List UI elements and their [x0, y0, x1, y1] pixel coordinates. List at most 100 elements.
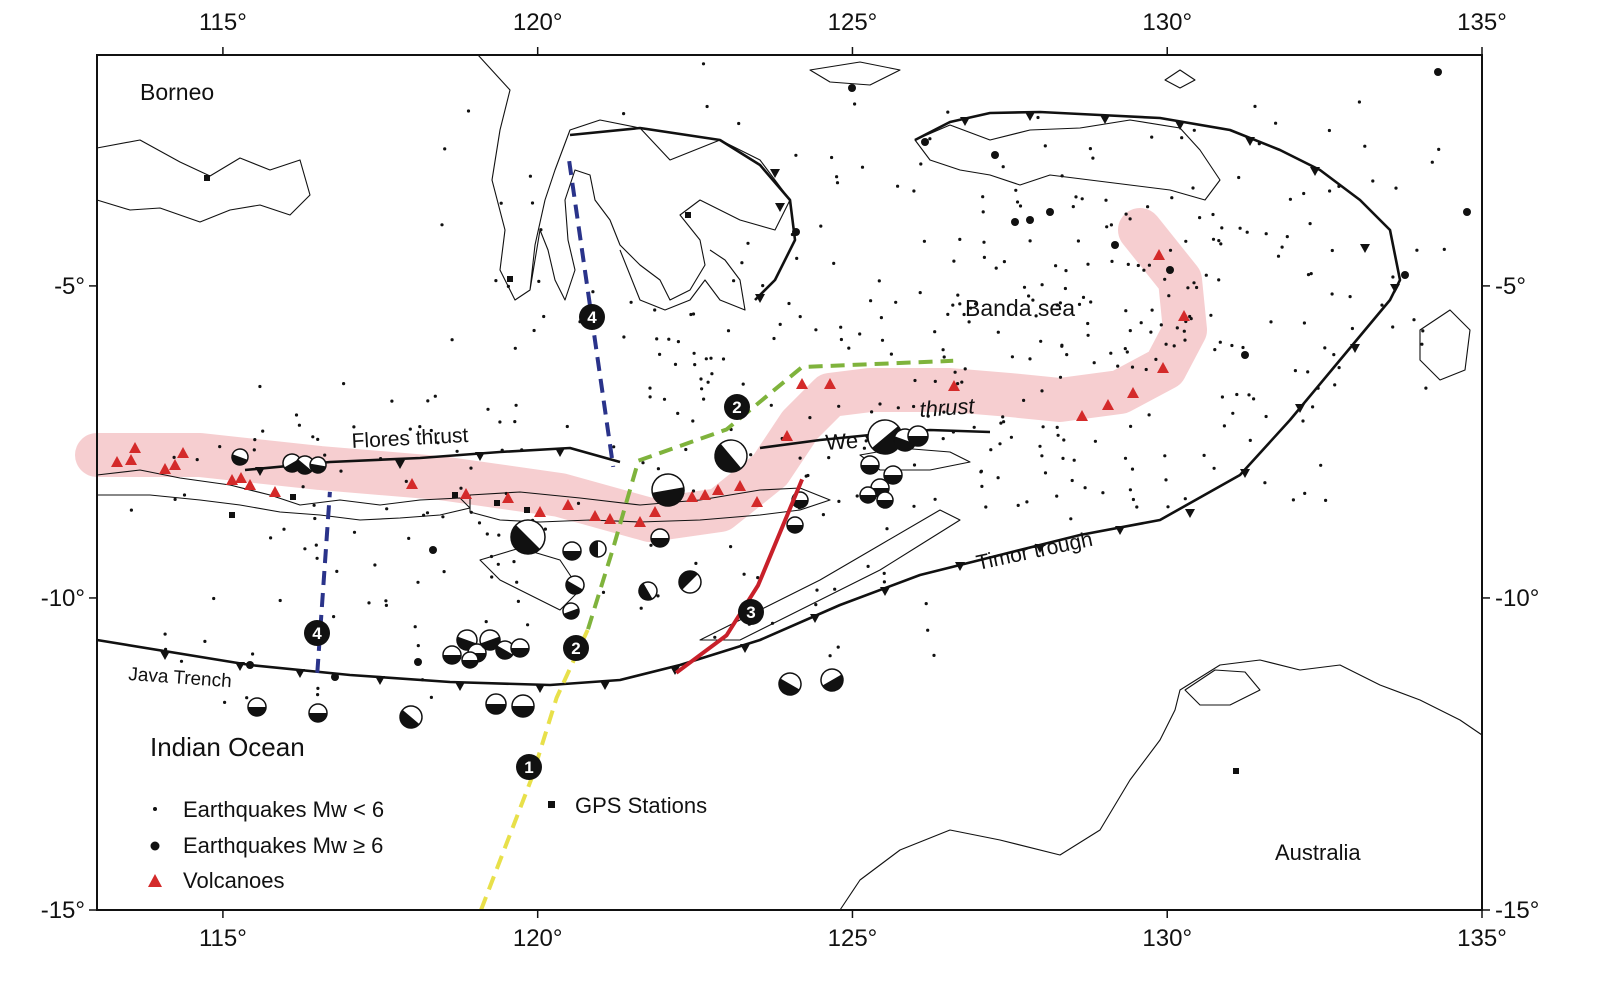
earthquake-small [1332, 353, 1336, 357]
label-timor-trough: Timor trough [974, 528, 1094, 575]
earthquake-small [1069, 517, 1073, 521]
earthquake-small [385, 507, 389, 511]
earthquake-small [1192, 281, 1196, 285]
earthquake-small [1080, 197, 1084, 201]
profile-marker-4a: 4 [579, 304, 605, 330]
gps-station [452, 492, 458, 498]
earthquake-small [982, 255, 987, 259]
earthquake-small [612, 445, 616, 449]
earthquake-small [1212, 466, 1216, 470]
fault-tooth [1175, 121, 1185, 130]
earthquake-small [1092, 361, 1096, 365]
volcano-marker [534, 506, 546, 517]
y-tick-label-right: -10° [1495, 585, 1539, 612]
volcano-marker [824, 378, 836, 389]
earthquake-small [1274, 121, 1278, 125]
volcano-marker [634, 516, 646, 527]
earthquake-small [933, 379, 937, 383]
earthquake-large [792, 228, 800, 236]
x-tick-label-top: 115° [199, 9, 247, 36]
focal-mechanism-ball [883, 465, 903, 485]
earthquake-small [314, 543, 318, 547]
earthquake-small [294, 413, 299, 417]
earthquake-small [662, 397, 667, 401]
earthquake-small [601, 590, 606, 595]
fault-tooth [755, 294, 765, 303]
earthquake-small [1164, 478, 1168, 482]
earthquake-small [1163, 277, 1167, 281]
earthquake-small [1306, 370, 1310, 374]
fault-tooth [1245, 137, 1255, 146]
earthquake-small [367, 601, 371, 605]
volcano-marker [699, 489, 711, 500]
earthquake-small [998, 442, 1002, 446]
focal-mechanism-ball [589, 540, 607, 558]
earthquake-small [1371, 179, 1375, 183]
gps-station [229, 512, 235, 518]
earthquake-large [429, 546, 437, 554]
earthquake-small [339, 469, 343, 473]
fault-tooth [1185, 509, 1195, 518]
label-indian-ocean: Indian Ocean [150, 732, 305, 762]
volcano-marker [502, 492, 514, 503]
earthquake-small [981, 210, 985, 214]
earthquake-small [195, 458, 199, 462]
focal-mechanism-ball [860, 455, 880, 475]
earthquake-small [218, 445, 222, 449]
earthquake-small [1060, 343, 1064, 347]
earthquake-small [756, 576, 760, 580]
earthquake-small [384, 603, 388, 608]
y-tick-label-left: -10° [41, 585, 85, 612]
earthquake-small [498, 420, 502, 424]
map-frame [96, 54, 1483, 911]
earthquake-small [1064, 269, 1068, 273]
x-tick-label-top: 120° [513, 9, 563, 36]
focal-mechanism-ball [479, 629, 501, 651]
earthquake-small [656, 594, 660, 598]
fault-tooth [295, 669, 305, 678]
earthquake-small [870, 410, 874, 414]
earthquake-small [1043, 471, 1048, 475]
earthquake-small [1217, 239, 1221, 243]
earthquake-small [742, 572, 746, 576]
focal-mechanism-ball [461, 651, 479, 669]
earthquake-small [858, 332, 862, 336]
volcano-marker [649, 506, 661, 517]
earthquake-small [709, 356, 713, 360]
fault-tooth [880, 587, 890, 596]
earthquake-small [1280, 245, 1284, 249]
earthquake-small [1060, 174, 1064, 178]
earthquake-small [455, 449, 459, 453]
earthquake-small [1063, 286, 1067, 291]
earthquake-small [1170, 196, 1174, 200]
earthquake-small [1124, 309, 1128, 313]
earthquake-small [352, 425, 356, 429]
earthquake-small [926, 414, 930, 418]
fault-tooth [1100, 115, 1110, 124]
earthquake-small [808, 416, 812, 420]
profile-marker-4b: 4 [304, 620, 330, 646]
volcano-marker [460, 488, 472, 499]
earthquake-small [729, 545, 733, 549]
earthquake-small [946, 110, 950, 114]
earthquake-small [1055, 494, 1059, 498]
earthquake-small [1302, 191, 1306, 196]
earthquake-small [416, 644, 420, 648]
volcano-marker [751, 496, 763, 507]
earthquake-small [1139, 321, 1143, 325]
earthquake-small [1415, 248, 1419, 252]
focal-mechanism-ball [562, 541, 582, 561]
earthquake-small [496, 562, 500, 566]
earthquake-small [691, 489, 696, 493]
java-timor-trench [96, 110, 1402, 687]
earthquake-small [655, 337, 659, 341]
earthquake-small [761, 284, 765, 288]
earthquake-small [459, 486, 463, 490]
x-tick-label-bottom: 125° [828, 925, 878, 952]
volcano-marker [159, 463, 171, 474]
earthquake-small [1219, 242, 1223, 246]
fault-tooth [1390, 284, 1400, 293]
earthquake-small [956, 293, 960, 297]
fault-tooth [555, 448, 565, 457]
halmahera-coast [1164, 69, 1196, 89]
